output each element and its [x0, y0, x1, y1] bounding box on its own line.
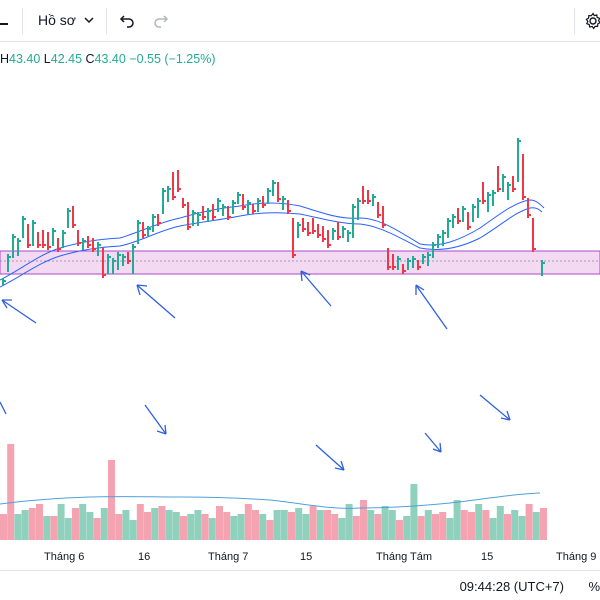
close-label: C [85, 52, 95, 66]
moving-average-line [0, 207, 543, 288]
settings-button[interactable] [584, 12, 600, 30]
toolbar-divider [22, 8, 23, 34]
x-axis-label: 15 [300, 551, 312, 563]
moving-average-line-2 [0, 199, 545, 281]
price-bars [2, 138, 545, 286]
volume-ma-line [0, 492, 541, 509]
change-value: −0.55 (−1.25%) [129, 52, 216, 66]
status-bar: 09:44:28 (UTC+7) % [0, 570, 600, 600]
percent-toggle[interactable]: % [588, 579, 600, 594]
arrow-2 [136, 284, 176, 319]
x-axis-label: 16 [138, 551, 150, 563]
arrow-3 [300, 270, 332, 307]
redo-button[interactable] [152, 12, 170, 30]
annotation-arrows [0, 270, 511, 471]
arrow-4 [415, 284, 448, 330]
top-toolbar: Hồ sơ [0, 0, 600, 42]
redo-icon [154, 15, 169, 28]
x-axis-label: Tháng 7 [208, 551, 248, 563]
arrow-8 [424, 432, 442, 453]
x-axis-label: Tháng 6 [44, 551, 84, 563]
volume-bars [0, 444, 547, 540]
clock-readout[interactable]: 09:44:28 (UTC+7) [459, 579, 564, 594]
x-axis-label: Tháng 9 [556, 551, 596, 563]
x-axis-label: 15 [481, 551, 493, 563]
toolbar-divider [106, 8, 107, 34]
support-zone [0, 250, 600, 275]
undo-button[interactable] [118, 12, 136, 30]
arrow-1 [1, 299, 37, 324]
close-value: 43.40 [94, 52, 126, 66]
arrow-6 [144, 404, 167, 435]
chart-area[interactable]: Tháng 6 16 Tháng 7 15 Tháng Tám 15 Tháng… [0, 42, 600, 570]
undo-icon [119, 15, 134, 28]
tab-fragment[interactable] [0, 12, 14, 30]
high-label: H [0, 52, 10, 66]
ohlc-legend: H43.40 L42.45 C43.40 −0.55 (−1.25%) [0, 52, 215, 66]
arrow-7 [315, 444, 345, 471]
high-value: 43.40 [9, 52, 41, 66]
gear-icon [585, 12, 600, 30]
low-value: 42.45 [50, 52, 83, 66]
toolbar-divider [574, 8, 575, 34]
arrow-9 [479, 394, 511, 421]
x-axis-label: Tháng Tám [376, 551, 432, 563]
chevron-down-icon [84, 17, 94, 24]
profile-label: Hồ sơ [38, 12, 76, 28]
low-label: L [43, 52, 51, 66]
arrow-5 [0, 401, 7, 415]
profile-dropdown[interactable]: Hồ sơ [38, 12, 95, 28]
